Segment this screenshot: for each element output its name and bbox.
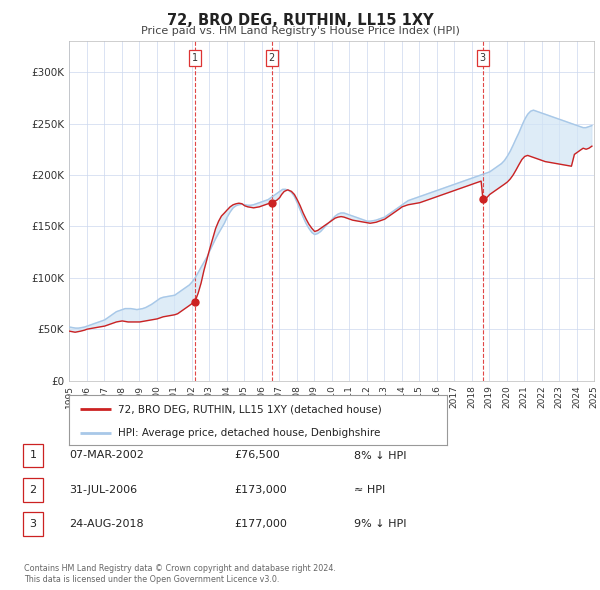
Text: 2: 2: [29, 485, 37, 494]
Text: This data is licensed under the Open Government Licence v3.0.: This data is licensed under the Open Gov…: [24, 575, 280, 584]
Text: 3: 3: [29, 519, 37, 529]
Text: 9% ↓ HPI: 9% ↓ HPI: [354, 519, 407, 529]
Text: 07-MAR-2002: 07-MAR-2002: [69, 451, 144, 460]
Text: 72, BRO DEG, RUTHIN, LL15 1XY (detached house): 72, BRO DEG, RUTHIN, LL15 1XY (detached …: [118, 404, 382, 414]
Text: 1: 1: [29, 451, 37, 460]
Text: HPI: Average price, detached house, Denbighshire: HPI: Average price, detached house, Denb…: [118, 428, 380, 438]
Text: Price paid vs. HM Land Registry's House Price Index (HPI): Price paid vs. HM Land Registry's House …: [140, 26, 460, 36]
Text: 24-AUG-2018: 24-AUG-2018: [69, 519, 143, 529]
Text: 31-JUL-2006: 31-JUL-2006: [69, 485, 137, 494]
Text: 1: 1: [192, 53, 198, 63]
Text: 3: 3: [480, 53, 486, 63]
Text: 8% ↓ HPI: 8% ↓ HPI: [354, 451, 407, 460]
Text: Contains HM Land Registry data © Crown copyright and database right 2024.: Contains HM Land Registry data © Crown c…: [24, 565, 336, 573]
Text: 72, BRO DEG, RUTHIN, LL15 1XY: 72, BRO DEG, RUTHIN, LL15 1XY: [167, 13, 433, 28]
Text: £76,500: £76,500: [234, 451, 280, 460]
Text: £177,000: £177,000: [234, 519, 287, 529]
Text: ≈ HPI: ≈ HPI: [354, 485, 385, 494]
Text: 2: 2: [269, 53, 275, 63]
Text: £173,000: £173,000: [234, 485, 287, 494]
